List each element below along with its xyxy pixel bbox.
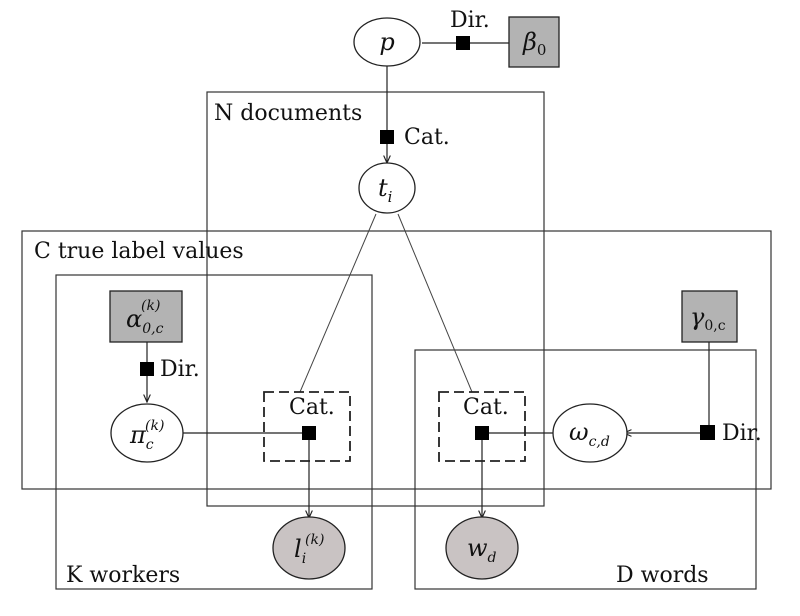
plate-label-documents: N documents	[214, 101, 362, 126]
plate-label-workers: K workers	[66, 563, 180, 588]
edge-t-cat-w	[397, 213, 473, 393]
factor-label-cat-w: Cat.	[463, 395, 509, 420]
edge-t-cat-l	[299, 213, 377, 393]
node-omega	[552, 403, 628, 463]
node-l-sup: (k)	[305, 532, 324, 548]
plate-workers	[55, 274, 373, 590]
plate-words	[414, 349, 757, 590]
node-alpha-sup: (k)	[141, 298, 160, 314]
node-p	[353, 17, 421, 67]
factor-label-p-t: Cat.	[404, 125, 450, 150]
node-t	[358, 162, 416, 214]
node-beta	[508, 16, 560, 68]
plate-documents	[206, 91, 545, 507]
factor-alpha-pi	[140, 362, 154, 376]
node-alpha-label: α0,c	[126, 305, 164, 337]
plate-label-words: D words	[616, 563, 709, 588]
factor-label-gamma: Dir.	[722, 421, 762, 446]
factor-label-beta: Dir.	[450, 8, 490, 33]
gate-cat-w	[438, 391, 526, 462]
node-beta-label: β0	[522, 28, 546, 59]
factor-cat-w	[475, 426, 489, 440]
factor-gamma-omega	[700, 425, 715, 440]
plate-label-true-labels: C true label values	[34, 239, 244, 264]
node-gamma	[681, 290, 738, 343]
node-w	[445, 516, 519, 580]
node-alpha	[109, 290, 183, 343]
node-pi-label: πc	[129, 421, 154, 453]
gate-cat-l	[263, 391, 351, 462]
plate-true-labels	[21, 230, 772, 490]
factor-cat-l	[302, 426, 316, 440]
factor-label-alpha: Dir.	[160, 357, 200, 382]
node-pi	[110, 403, 184, 463]
node-l	[272, 516, 346, 580]
factor-label-cat-l: Cat.	[289, 395, 335, 420]
node-p-label: p	[379, 28, 394, 56]
node-omega-label: ωc,d	[569, 418, 610, 450]
node-pi-sup: (k)	[145, 418, 164, 434]
node-t-label: ti	[378, 174, 393, 206]
node-w-label: wd	[467, 534, 497, 566]
factor-beta-p	[456, 36, 470, 50]
node-l-label: li	[294, 535, 306, 567]
factor-p-t	[380, 130, 394, 144]
node-gamma-label: γ0,c	[690, 303, 726, 334]
